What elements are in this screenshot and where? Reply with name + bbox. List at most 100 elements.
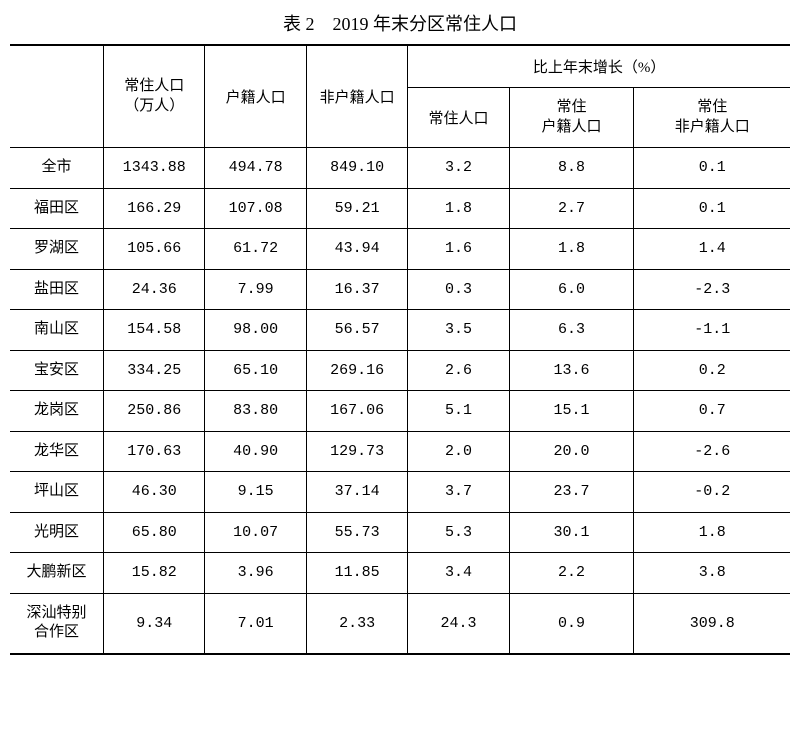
table-header: 常住人口（万人） 户籍人口 非户籍人口 比上年末增长（%） 常住人口 常住户籍人… (10, 45, 790, 148)
cell-non_huji_pop: 129.73 (306, 431, 407, 472)
cell-resident_pop: 334.25 (104, 350, 205, 391)
cell-growth_non_huji: -1.1 (634, 310, 790, 351)
cell-district: 光明区 (10, 512, 104, 553)
cell-non_huji_pop: 55.73 (306, 512, 407, 553)
header-huji-pop: 户籍人口 (205, 45, 306, 148)
cell-growth_huji: 6.3 (509, 310, 634, 351)
cell-resident_pop: 1343.88 (104, 148, 205, 189)
cell-growth_non_huji: 1.4 (634, 229, 790, 270)
cell-non_huji_pop: 16.37 (306, 269, 407, 310)
cell-growth_huji: 30.1 (509, 512, 634, 553)
cell-growth_resident: 2.6 (408, 350, 509, 391)
cell-huji_pop: 98.00 (205, 310, 306, 351)
cell-district: 大鹏新区 (10, 553, 104, 594)
cell-growth_non_huji: 3.8 (634, 553, 790, 594)
cell-non_huji_pop: 2.33 (306, 593, 407, 654)
cell-district: 宝安区 (10, 350, 104, 391)
cell-resident_pop: 46.30 (104, 472, 205, 513)
cell-resident_pop: 170.63 (104, 431, 205, 472)
cell-non_huji_pop: 269.16 (306, 350, 407, 391)
cell-district: 南山区 (10, 310, 104, 351)
table-body: 全市1343.88494.78849.103.28.80.1福田区166.291… (10, 148, 790, 654)
cell-resident_pop: 105.66 (104, 229, 205, 270)
header-district (10, 45, 104, 148)
header-non-huji-pop: 非户籍人口 (306, 45, 407, 148)
table-row: 南山区154.5898.0056.573.56.3-1.1 (10, 310, 790, 351)
cell-growth_resident: 5.1 (408, 391, 509, 432)
cell-resident_pop: 250.86 (104, 391, 205, 432)
cell-non_huji_pop: 11.85 (306, 553, 407, 594)
cell-non_huji_pop: 37.14 (306, 472, 407, 513)
population-table: 常住人口（万人） 户籍人口 非户籍人口 比上年末增长（%） 常住人口 常住户籍人… (10, 44, 790, 655)
cell-huji_pop: 7.99 (205, 269, 306, 310)
cell-growth_non_huji: 0.2 (634, 350, 790, 391)
cell-growth_huji: 13.6 (509, 350, 634, 391)
cell-huji_pop: 40.90 (205, 431, 306, 472)
table-row: 光明区65.8010.0755.735.330.11.8 (10, 512, 790, 553)
cell-non_huji_pop: 56.57 (306, 310, 407, 351)
cell-district: 罗湖区 (10, 229, 104, 270)
cell-huji_pop: 61.72 (205, 229, 306, 270)
header-growth-non-huji: 常住非户籍人口 (634, 88, 790, 148)
cell-district: 深汕特别合作区 (10, 593, 104, 654)
cell-growth_resident: 3.2 (408, 148, 509, 189)
cell-growth_resident: 3.7 (408, 472, 509, 513)
header-growth-huji: 常住户籍人口 (509, 88, 634, 148)
cell-huji_pop: 83.80 (205, 391, 306, 432)
header-growth-resident: 常住人口 (408, 88, 509, 148)
table-row: 罗湖区105.6661.7243.941.61.81.4 (10, 229, 790, 270)
cell-growth_non_huji: 0.1 (634, 148, 790, 189)
cell-growth_non_huji: -2.6 (634, 431, 790, 472)
cell-huji_pop: 107.08 (205, 188, 306, 229)
cell-non_huji_pop: 167.06 (306, 391, 407, 432)
cell-growth_resident: 3.4 (408, 553, 509, 594)
cell-non_huji_pop: 849.10 (306, 148, 407, 189)
cell-growth_huji: 15.1 (509, 391, 634, 432)
cell-growth_huji: 1.8 (509, 229, 634, 270)
cell-district: 龙岗区 (10, 391, 104, 432)
table-row: 龙华区170.6340.90129.732.020.0-2.6 (10, 431, 790, 472)
cell-growth_huji: 6.0 (509, 269, 634, 310)
cell-district: 盐田区 (10, 269, 104, 310)
cell-resident_pop: 154.58 (104, 310, 205, 351)
table-row: 坪山区46.309.1537.143.723.7-0.2 (10, 472, 790, 513)
population-table-container: 表 2 2019 年末分区常住人口 常住人口（万人） 户籍人口 非户籍人口 比上… (10, 10, 790, 655)
cell-huji_pop: 65.10 (205, 350, 306, 391)
cell-resident_pop: 9.34 (104, 593, 205, 654)
cell-non_huji_pop: 43.94 (306, 229, 407, 270)
table-row: 盐田区24.367.9916.370.36.0-2.3 (10, 269, 790, 310)
cell-district: 坪山区 (10, 472, 104, 513)
cell-growth_non_huji: -2.3 (634, 269, 790, 310)
cell-resident_pop: 65.80 (104, 512, 205, 553)
cell-district: 龙华区 (10, 431, 104, 472)
cell-growth_resident: 3.5 (408, 310, 509, 351)
table-row: 深汕特别合作区9.347.012.3324.30.9309.8 (10, 593, 790, 654)
cell-growth_huji: 23.7 (509, 472, 634, 513)
cell-growth_non_huji: 1.8 (634, 512, 790, 553)
table-row: 龙岗区250.8683.80167.065.115.10.7 (10, 391, 790, 432)
cell-growth_huji: 0.9 (509, 593, 634, 654)
cell-non_huji_pop: 59.21 (306, 188, 407, 229)
cell-growth_resident: 2.0 (408, 431, 509, 472)
cell-growth_resident: 5.3 (408, 512, 509, 553)
cell-growth_resident: 0.3 (408, 269, 509, 310)
header-growth-group: 比上年末增长（%） (408, 45, 790, 88)
table-row: 大鹏新区15.823.9611.853.42.23.8 (10, 553, 790, 594)
cell-growth_non_huji: 0.7 (634, 391, 790, 432)
cell-growth_huji: 8.8 (509, 148, 634, 189)
cell-huji_pop: 10.07 (205, 512, 306, 553)
table-row: 全市1343.88494.78849.103.28.80.1 (10, 148, 790, 189)
cell-growth_non_huji: 0.1 (634, 188, 790, 229)
cell-huji_pop: 494.78 (205, 148, 306, 189)
cell-growth_non_huji: -0.2 (634, 472, 790, 513)
table-row: 宝安区334.2565.10269.162.613.60.2 (10, 350, 790, 391)
cell-district: 全市 (10, 148, 104, 189)
cell-huji_pop: 7.01 (205, 593, 306, 654)
table-row: 福田区166.29107.0859.211.82.70.1 (10, 188, 790, 229)
cell-district: 福田区 (10, 188, 104, 229)
cell-huji_pop: 9.15 (205, 472, 306, 513)
cell-huji_pop: 3.96 (205, 553, 306, 594)
cell-resident_pop: 15.82 (104, 553, 205, 594)
cell-growth_huji: 2.2 (509, 553, 634, 594)
table-title: 表 2 2019 年末分区常住人口 (10, 10, 790, 36)
